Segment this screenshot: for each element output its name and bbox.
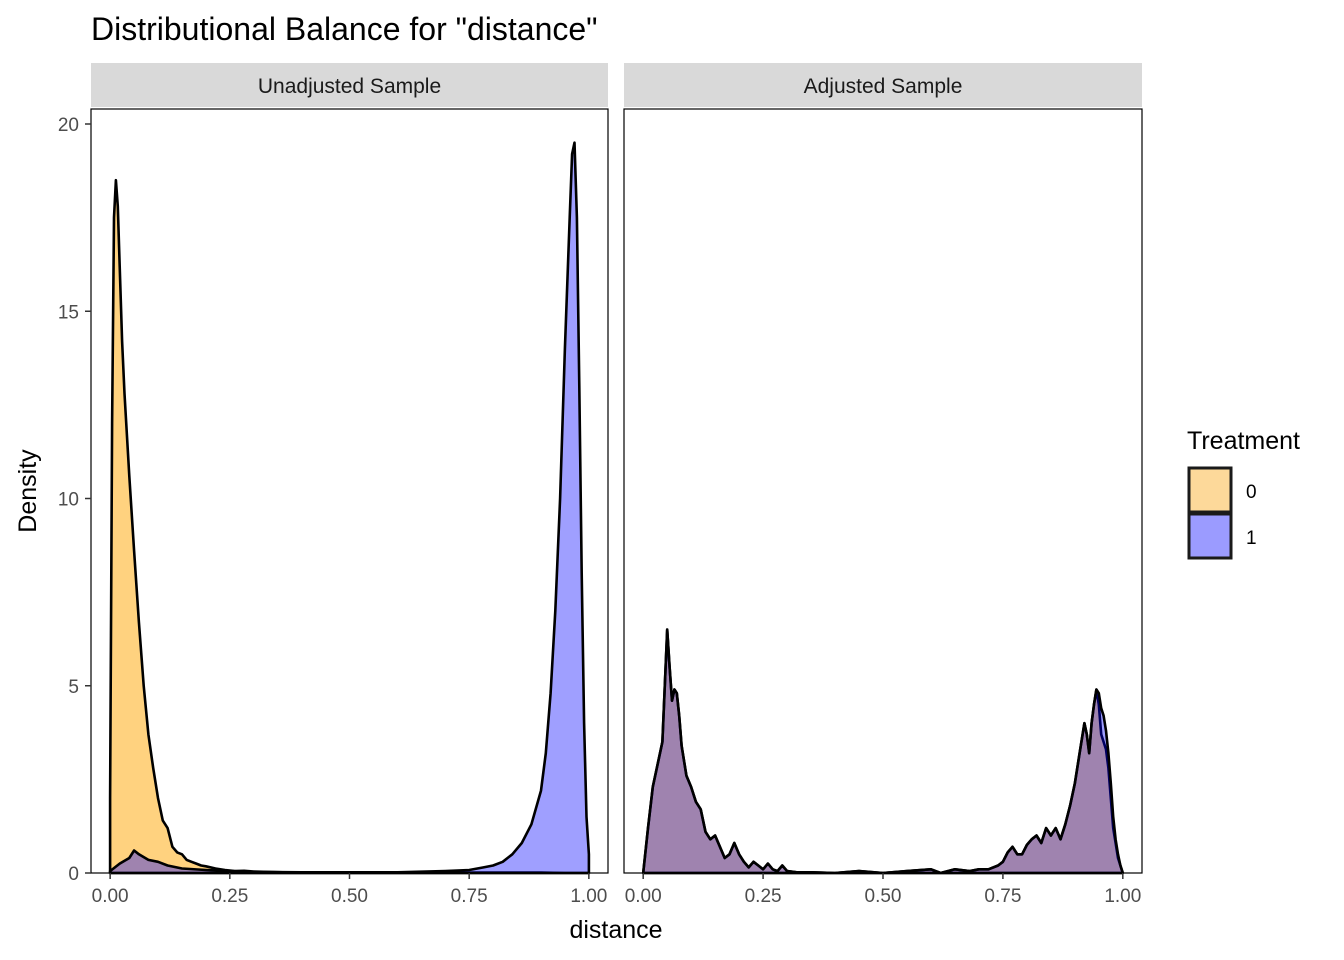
y-tick-label: 15 — [58, 302, 79, 323]
x-tick-label: 0.00 — [625, 886, 662, 907]
x-axis-label: distance — [569, 916, 662, 944]
facet-strip — [91, 63, 608, 107]
chart-title: Distributional Balance for "distance" — [91, 11, 598, 47]
x-tick-label: 0.75 — [984, 886, 1021, 907]
x-tick-label: 0.50 — [331, 886, 368, 907]
legend-items: 01 — [1187, 466, 1257, 560]
legend: Treatment 01 — [1187, 427, 1300, 560]
facet-strip-label: Unadjusted Sample — [258, 75, 441, 98]
legend-label-0: 0 — [1246, 482, 1257, 503]
density-area-treatment-1 — [108, 141, 591, 875]
x-tick-label: 1.00 — [570, 886, 607, 907]
y-tick-label: 20 — [58, 115, 79, 136]
legend-swatch-0 — [1187, 466, 1233, 514]
x-tick-label: 0.25 — [745, 886, 782, 907]
y-axis-label: Density — [14, 449, 42, 533]
legend-title: Treatment — [1187, 427, 1300, 455]
x-tick-label: 1.00 — [1104, 886, 1141, 907]
density-area-treatment-1 — [641, 628, 1125, 875]
x-tick-label: 0.75 — [451, 886, 488, 907]
plot-area — [91, 109, 608, 873]
y-tick-label: 10 — [58, 490, 79, 511]
y-tick-label: 5 — [68, 677, 79, 698]
facet-panels: Unadjusted Sample 0.00 0.25 0.50 0.75 1.00 0 5 1… — [58, 63, 1143, 907]
legend-label-1: 1 — [1246, 528, 1257, 549]
x-tick-label: 0.50 — [865, 886, 902, 907]
legend-swatch-1 — [1187, 512, 1233, 560]
y-tick-label: 0 — [68, 864, 79, 885]
panel-unadjusted: Unadjusted Sample 0.00 0.25 0.50 0.75 1.00 0 5 1… — [58, 63, 609, 907]
facet-strip — [624, 63, 1142, 107]
facet-strip-label: Adjusted Sample — [804, 75, 963, 98]
panel-adjusted: Adjusted Sample 0.00 0.25 0.50 0.75 1.00 — [623, 63, 1143, 907]
x-tick-label: 0.00 — [92, 886, 129, 907]
plot-area — [624, 109, 1142, 873]
x-tick-label: 0.25 — [211, 886, 248, 907]
